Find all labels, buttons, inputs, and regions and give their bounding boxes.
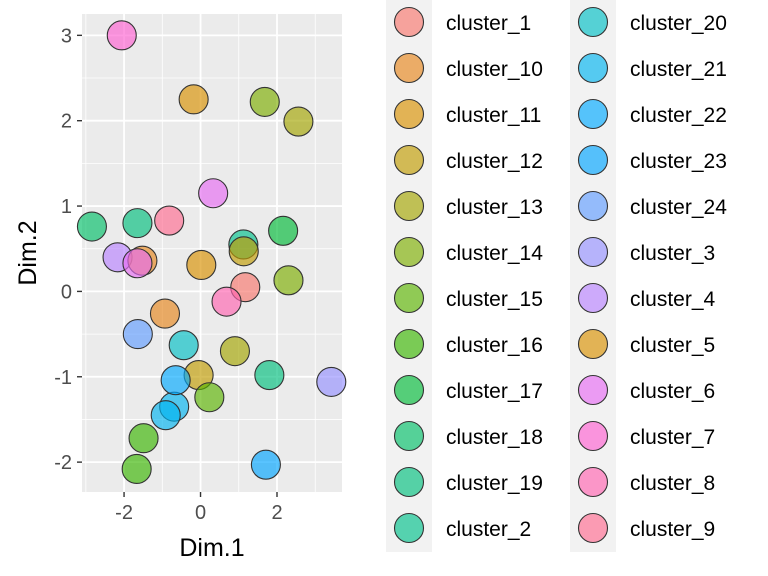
legend-key-cluster-20 (577, 6, 609, 38)
legend-label-cluster-22: cluster_22 (630, 104, 727, 127)
y-tick-label: 1 (61, 196, 72, 218)
data-point-cluster-22 (160, 365, 191, 396)
data-point-cluster-20 (168, 330, 199, 361)
legend-key-column-2 (570, 0, 616, 552)
legend-label-cluster-5: cluster_5 (630, 334, 715, 357)
legend-label-cluster-1: cluster_1 (446, 12, 531, 35)
legend-key-cluster-2 (393, 512, 425, 544)
data-point-cluster-18 (76, 211, 107, 242)
legend-label-cluster-4: cluster_4 (630, 288, 716, 311)
legend-label-cluster-3: cluster_3 (630, 242, 715, 265)
data-point-cluster-24 (122, 319, 153, 350)
legend-key-cluster-13 (393, 190, 425, 222)
data-point-cluster-17 (268, 215, 299, 246)
legend-key-cluster-21 (577, 52, 609, 84)
legend-key-cluster-14 (393, 236, 425, 268)
data-point-cluster-7 (106, 20, 137, 51)
legend-key-cluster-15 (393, 282, 425, 314)
legend-key-cluster-24 (577, 190, 609, 222)
x-axis-title: Dim.1 (179, 534, 244, 562)
legend-label-cluster-24: cluster_24 (630, 196, 727, 219)
data-point-cluster-3 (316, 366, 347, 397)
data-point (228, 236, 259, 267)
legend-key-cluster-12 (393, 144, 425, 176)
legend-key-cluster-10 (393, 52, 425, 84)
data-point-cluster-5 (178, 84, 209, 115)
legend-label-cluster-12: cluster_12 (446, 150, 543, 173)
data-point-cluster-23 (250, 449, 281, 480)
data-point-cluster-8 (211, 286, 242, 317)
legend-key-cluster-9 (577, 512, 609, 544)
legend-key-cluster-1 (393, 6, 425, 38)
legend-label-cluster-20: cluster_20 (630, 12, 727, 35)
legend-key-cluster-11 (393, 98, 425, 130)
data-point-cluster-11 (186, 249, 217, 281)
legend-label-cluster-7: cluster_7 (630, 426, 715, 449)
legend-label-cluster-6: cluster_6 (630, 380, 715, 403)
legend-key-cluster-19 (393, 466, 425, 498)
legend-key-cluster-6 (577, 374, 609, 406)
data-point-cluster-19 (254, 360, 285, 391)
legend-label-cluster-11: cluster_11 (446, 104, 541, 127)
legend-key-cluster-18 (393, 420, 425, 452)
legend-label-cluster-2: cluster_2 (446, 518, 531, 541)
y-tick-label: 2 (61, 111, 72, 133)
legend-key-cluster-23 (577, 144, 609, 176)
x-axis-ticks: -2 0 2 (115, 492, 283, 524)
legend-label-cluster-23: cluster_23 (630, 150, 727, 173)
y-tick-label: -2 (54, 452, 72, 474)
legend-key-cluster-17 (393, 374, 425, 406)
data-point (121, 453, 152, 485)
y-axis-title: Dim.2 (14, 220, 42, 285)
legend-key-cluster-22 (577, 98, 609, 130)
data-point (150, 400, 181, 431)
legend-label-cluster-17: cluster_17 (446, 380, 543, 403)
legend: cluster_1cluster_10cluster_11cluster_12c… (386, 0, 727, 552)
legend-key-cluster-7 (577, 420, 609, 452)
legend-label-cluster-10: cluster_10 (446, 58, 543, 81)
data-point (249, 86, 280, 117)
data-point (283, 106, 314, 137)
data-point (122, 208, 153, 239)
data-point-cluster-16 (128, 423, 159, 454)
legend-key-cluster-3 (577, 236, 609, 268)
x-tick-label: 2 (271, 502, 282, 524)
legend-label-cluster-15: cluster_15 (446, 288, 543, 311)
legend-key-cluster-5 (577, 328, 609, 360)
legend-label-cluster-13: cluster_13 (446, 196, 543, 219)
legend-key-cluster-16 (393, 328, 425, 360)
y-tick-label: 0 (61, 281, 72, 303)
data-point-cluster-10 (149, 298, 181, 329)
y-tick-label: -1 (54, 367, 72, 389)
legend-label-cluster-14: cluster_14 (446, 242, 543, 265)
x-tick-label: -2 (115, 502, 133, 524)
legend-label-cluster-9: cluster_9 (630, 518, 715, 541)
x-tick-label: 0 (195, 502, 206, 524)
legend-label-cluster-16: cluster_16 (446, 334, 543, 357)
legend-label-cluster-18: cluster_18 (446, 426, 543, 449)
y-axis-ticks: -2 -1 0 1 2 3 (54, 25, 82, 474)
legend-label-cluster-21: cluster_21 (630, 58, 727, 81)
legend-key-cluster-4 (577, 282, 609, 314)
legend-label-cluster-8: cluster_8 (630, 472, 715, 495)
data-point (122, 248, 153, 279)
data-point-cluster-15 (194, 382, 225, 413)
data-point-cluster-6 (198, 178, 229, 209)
data-point-cluster-9 (154, 205, 185, 236)
y-tick-label: 3 (61, 25, 72, 47)
legend-label-cluster-19: cluster_19 (446, 472, 543, 495)
data-point-cluster-14 (273, 265, 304, 296)
legend-key-cluster-8 (577, 466, 609, 498)
legend-key-column-1 (386, 0, 432, 552)
data-point-cluster-13 (219, 336, 250, 367)
data-points (76, 20, 347, 485)
